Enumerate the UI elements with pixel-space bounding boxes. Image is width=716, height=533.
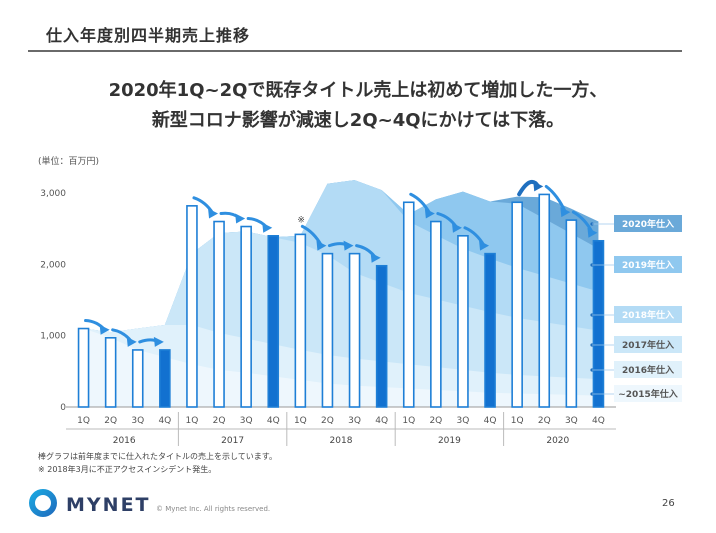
- x-tick-label: 1Q: [511, 416, 524, 426]
- headline-line-2: 新型コロナ影響が減速し2Q~4Qにかけては下落。: [151, 110, 565, 131]
- trend-arrow-head: [316, 240, 327, 251]
- year-label: 2019: [438, 436, 461, 446]
- x-tick-label: 3Q: [457, 416, 470, 426]
- x-tick-label: 2Q: [538, 416, 551, 426]
- bar: [430, 220, 442, 408]
- trend-arrow-head: [126, 336, 137, 347]
- x-tick-label: 4Q: [592, 416, 605, 426]
- legend-box: [614, 256, 682, 273]
- bar: [348, 252, 361, 408]
- x-tick-label: 3Q: [565, 416, 578, 426]
- legend-box: [614, 306, 682, 323]
- x-tick-label: 1Q: [402, 416, 415, 426]
- footer: [0, 481, 716, 533]
- page-number: 26: [662, 498, 675, 509]
- brand-name: MYNET: [66, 494, 151, 516]
- x-tick-label: 3Q: [348, 416, 361, 426]
- trend-arrow-head: [262, 222, 273, 233]
- year-label: 2017: [221, 436, 244, 446]
- trend-arrow-head: [208, 208, 219, 219]
- x-tick-label: 1Q: [77, 416, 90, 426]
- legend-label: 2020年仕入: [622, 218, 674, 230]
- copyright: © Mynet Inc. All rights reserved.: [156, 505, 271, 513]
- x-tick-label: 2Q: [104, 416, 117, 426]
- trend-arrow-head: [479, 240, 490, 251]
- x-tick-label: 1Q: [186, 416, 199, 426]
- y-tick-label: 2,000: [40, 260, 66, 270]
- quarterly-sales-chart: 0 1,000 2,000 3,000 ※ 1Q 2Q 3Q 4Q 1Q 2Q 3Q 4Q 1Q 2Q 3Q 4…: [40, 179, 682, 446]
- y-tick-label: 1,000: [40, 332, 66, 342]
- area-band: [83, 328, 599, 407]
- x-tick-label: 4Q: [158, 416, 171, 426]
- page-title: 仕入年度別四半期売上推移: [46, 26, 251, 45]
- trend-arrow-head: [424, 208, 435, 219]
- bar: [565, 219, 578, 408]
- trend-arrow-head: [153, 336, 164, 347]
- bar: [186, 205, 198, 408]
- mynet-logo-icon: [29, 489, 57, 517]
- legend-box: [614, 385, 682, 402]
- legend-label: 2016年仕入: [622, 364, 674, 376]
- legend-label: 2018年仕入: [622, 309, 674, 321]
- year-label: 2016: [113, 436, 136, 446]
- legend-label: 2017年仕入: [622, 339, 674, 351]
- year-label: 2018: [330, 436, 353, 446]
- title-divider: [28, 50, 682, 52]
- legend-label: ~2015年仕入: [618, 388, 678, 400]
- legend-label: 2019年仕入: [622, 259, 674, 271]
- x-tick-label: 4Q: [375, 416, 388, 426]
- footnote-incident: ※ 2018年3月に不正アクセスインシデント発生。: [38, 465, 217, 474]
- bar: [592, 239, 605, 408]
- year-label: 2020: [546, 436, 569, 446]
- x-tick-label: 1Q: [294, 416, 307, 426]
- x-tick-label: 4Q: [267, 416, 280, 426]
- y-tick-label: 0: [60, 403, 66, 413]
- bar: [267, 235, 280, 408]
- legend-box: [614, 361, 682, 378]
- incident-marker: ※: [297, 215, 305, 225]
- trend-arrow-head: [587, 227, 598, 238]
- bar: [159, 349, 171, 408]
- bar: [240, 225, 252, 408]
- trend-arrow-head: [343, 240, 354, 251]
- unit-label: (単位：百万円): [38, 157, 100, 167]
- headline-line-1: 2020年1Q~2Qで既存タイトル売上は初めて増加した一方、: [108, 80, 608, 101]
- trend-arrow-head: [533, 181, 544, 192]
- trend-arrow-head: [560, 207, 571, 218]
- x-tick-label: 2Q: [429, 416, 442, 426]
- trend-arrow-head: [99, 324, 110, 335]
- bar: [538, 193, 551, 408]
- x-tick-label: 2Q: [213, 416, 226, 426]
- bar: [213, 220, 225, 408]
- trend-arrow-head: [235, 213, 246, 224]
- x-tick-label: 3Q: [131, 416, 144, 426]
- x-tick-label: 2Q: [321, 416, 334, 426]
- trend-arrow-head: [370, 252, 381, 263]
- bar: [484, 252, 496, 408]
- x-tick-label: 3Q: [240, 416, 253, 426]
- bar: [294, 233, 307, 408]
- legend-box: [614, 336, 682, 353]
- bar: [104, 337, 117, 408]
- y-tick-label: 3,000: [40, 189, 66, 199]
- footnote-bars: 棒グラフは前年度までに仕入れたタイトルの売上を示しています。: [38, 452, 277, 461]
- bar: [402, 201, 415, 408]
- bar: [131, 349, 144, 408]
- x-tick-label: 4Q: [484, 416, 497, 426]
- bar: [77, 327, 90, 408]
- trend-arrow-head: [451, 222, 462, 233]
- bar: [375, 264, 388, 408]
- bar: [457, 235, 469, 408]
- bar: [321, 252, 334, 408]
- legend-box: [614, 215, 682, 232]
- bar: [511, 201, 523, 408]
